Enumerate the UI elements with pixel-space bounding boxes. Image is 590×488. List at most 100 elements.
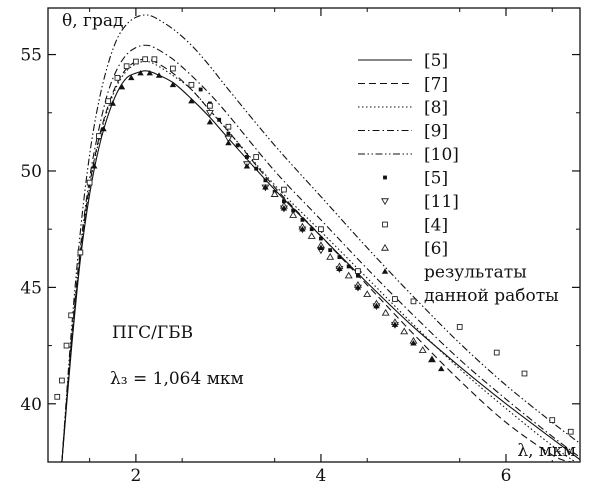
data-point <box>336 265 343 271</box>
legend-marker <box>381 243 389 251</box>
data-point <box>123 63 130 70</box>
data-point <box>363 290 372 298</box>
data-point <box>410 340 417 346</box>
data-point <box>400 327 409 335</box>
legend-entry: [4] <box>382 216 448 236</box>
data-point <box>428 356 436 362</box>
data-point <box>224 135 233 143</box>
data-point <box>68 312 74 319</box>
data-point <box>91 163 98 169</box>
data-point <box>373 302 380 309</box>
data-point <box>289 211 298 218</box>
data-point <box>188 97 195 104</box>
axes: 2 4 6 40 45 50 55 θ, град λ, мкм <box>20 7 581 486</box>
legend-label: [11] <box>424 192 459 212</box>
series-clip <box>54 14 580 462</box>
data-point <box>146 69 153 76</box>
data-point <box>456 324 463 330</box>
data-point <box>317 244 325 251</box>
series-4 <box>61 14 580 462</box>
legend-entry: результаты данной работы <box>381 263 559 306</box>
data-point <box>54 393 61 400</box>
series-3 <box>61 44 580 462</box>
x-tick-label: 4 <box>316 466 327 486</box>
legend-marker <box>382 221 388 228</box>
data-point <box>493 349 500 356</box>
data-point <box>318 226 324 233</box>
legend-marker <box>381 198 389 206</box>
data-point <box>217 117 222 122</box>
data-point <box>63 342 70 349</box>
data-point <box>392 296 398 302</box>
data-point <box>105 98 111 104</box>
legend-label: [4] <box>424 216 448 236</box>
data-point <box>226 131 231 136</box>
y-tick-label: 55 <box>20 46 42 66</box>
data-point <box>270 190 279 197</box>
data-point <box>354 284 362 290</box>
data-point <box>59 377 65 384</box>
data-point <box>206 118 214 125</box>
series-9 <box>91 69 445 372</box>
data-point <box>155 72 163 78</box>
data-point <box>245 155 249 159</box>
data-point <box>254 166 259 171</box>
legend-label: [5] <box>424 51 448 71</box>
data-point <box>133 58 139 65</box>
data-point <box>319 236 323 241</box>
series-layer <box>54 14 580 462</box>
data-point <box>356 273 360 278</box>
data-point <box>118 83 126 90</box>
data-point <box>114 74 121 81</box>
data-point <box>86 179 93 186</box>
legend-label: [6] <box>424 239 448 259</box>
data-point <box>355 268 361 274</box>
data-point <box>299 225 306 232</box>
legend-entry: [5] <box>383 169 448 189</box>
data-point <box>128 74 135 81</box>
legend-entry: [6] <box>381 239 448 259</box>
legend-entry: [11] <box>381 192 459 212</box>
annotation-system: ПГС/ГБВ <box>112 323 193 343</box>
data-point <box>438 365 445 372</box>
series-line <box>61 60 576 462</box>
legend-label: [10] <box>424 145 459 165</box>
data-point <box>151 56 158 63</box>
data-point <box>205 110 214 117</box>
x-tick-label: 2 <box>130 466 141 486</box>
legend-entry: [10] <box>358 145 459 165</box>
data-point <box>346 264 351 269</box>
data-point <box>170 65 176 72</box>
legend-marker <box>381 268 389 274</box>
data-point <box>309 227 314 232</box>
legend-label: результаты <box>424 263 527 283</box>
annotations: ПГС/ГБВ λ₃ = 1,064 мкм <box>110 323 244 389</box>
data-point <box>521 370 528 377</box>
data-point <box>344 271 353 279</box>
data-point <box>109 100 116 106</box>
data-point <box>235 143 240 148</box>
data-point <box>291 208 296 213</box>
data-point <box>96 133 102 139</box>
legend-label: [9] <box>424 122 448 142</box>
data-point <box>337 255 342 260</box>
data-point <box>263 178 268 183</box>
data-point <box>100 125 107 132</box>
data-point <box>280 205 288 211</box>
data-point <box>549 417 556 423</box>
data-point <box>225 123 232 130</box>
data-point <box>262 184 269 190</box>
data-point <box>418 346 427 353</box>
data-point <box>300 217 305 222</box>
data-point <box>567 428 574 435</box>
data-point <box>77 249 84 256</box>
data-point <box>169 81 177 88</box>
legend-label: [7] <box>424 75 448 95</box>
data-point <box>282 199 286 204</box>
series-line <box>61 44 580 462</box>
data-point <box>391 321 399 327</box>
data-point <box>243 163 251 169</box>
data-point <box>142 56 148 63</box>
